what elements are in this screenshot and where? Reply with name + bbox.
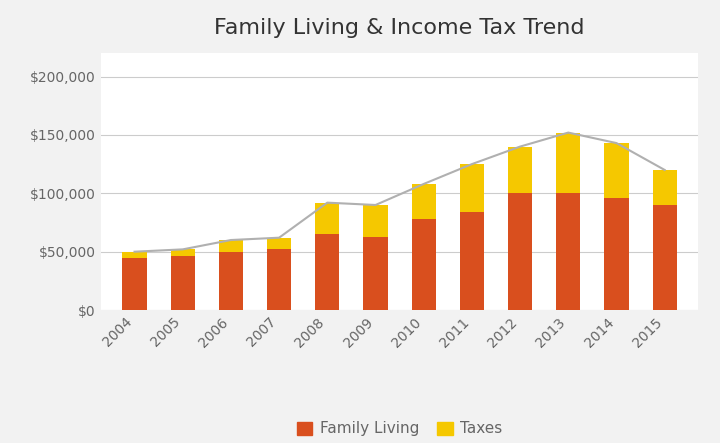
Bar (267, 249, 291, 310)
Bar (604, 198, 629, 310)
Bar (315, 202, 339, 234)
Bar (219, 252, 243, 310)
Bar (122, 252, 147, 257)
Bar (508, 147, 532, 193)
Bar (508, 193, 532, 310)
Bar (364, 237, 387, 310)
Bar (122, 257, 147, 310)
Bar (171, 249, 195, 256)
Bar (604, 143, 629, 198)
Bar (652, 170, 677, 205)
Legend: Family Living, Taxes: Family Living, Taxes (291, 416, 508, 443)
Bar (315, 234, 339, 310)
Bar (267, 238, 291, 249)
Bar (412, 184, 436, 219)
Bar (460, 164, 484, 212)
Bar (460, 212, 484, 310)
Bar (364, 205, 387, 237)
Bar (557, 132, 580, 193)
Bar (219, 240, 243, 252)
Bar (412, 219, 436, 310)
Bar (652, 205, 677, 310)
Bar (557, 193, 580, 310)
Title: Family Living & Income Tax Trend: Family Living & Income Tax Trend (215, 18, 585, 38)
Bar (171, 256, 195, 310)
